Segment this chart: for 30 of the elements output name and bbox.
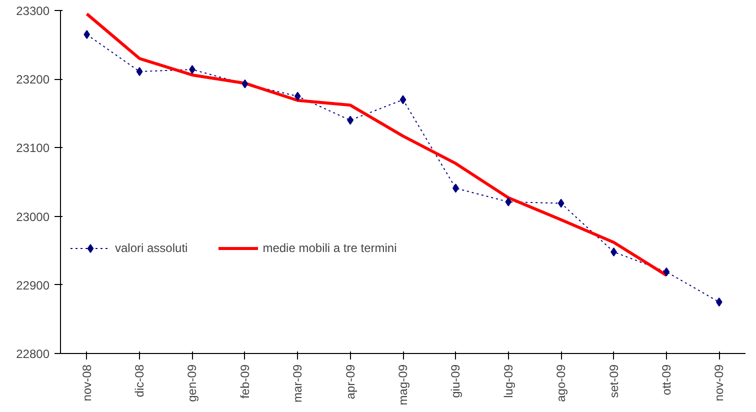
y-tick-label: 22900 <box>16 278 50 292</box>
x-tick-label: apr-09 <box>343 364 358 400</box>
y-tick-label: 23000 <box>16 210 50 224</box>
point <box>400 95 406 104</box>
x-tick-label: set-09 <box>606 364 621 398</box>
x-tick-label: nov-09 <box>712 364 726 402</box>
legend-label: valori assoluti <box>115 241 188 255</box>
y-tick-label: 23300 <box>16 4 50 18</box>
x-tick-label: mar-09 <box>290 364 305 403</box>
point <box>716 298 722 307</box>
point <box>663 267 670 276</box>
point <box>505 197 512 206</box>
x-tick-label: lug-09 <box>501 364 516 398</box>
point <box>558 198 564 208</box>
point <box>242 79 248 88</box>
x-tick-label: nov-08 <box>80 364 94 402</box>
point <box>84 30 90 40</box>
legend-label: medie mobili a tre termini <box>262 241 397 255</box>
x-tick-label: ago-09 <box>554 364 568 402</box>
x-tick-label: mag-09 <box>396 364 410 406</box>
point <box>294 92 301 101</box>
x-tick-label: feb-09 <box>238 364 252 399</box>
point <box>136 67 143 76</box>
x-tick-label: giu-09 <box>448 364 463 398</box>
y-tick-label: 22800 <box>16 347 50 361</box>
x-tick-label: gen-09 <box>185 364 200 402</box>
x-tick-label: ott-09 <box>659 364 674 396</box>
y-tick-label: 23200 <box>16 72 50 87</box>
x-tick-label: dic-08 <box>132 364 147 398</box>
y-tick-label: 23100 <box>16 141 50 156</box>
